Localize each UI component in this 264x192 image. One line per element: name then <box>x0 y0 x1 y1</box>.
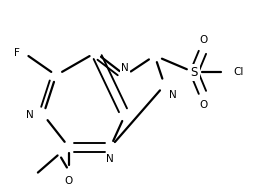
Text: N: N <box>169 90 177 100</box>
Text: O: O <box>200 35 208 45</box>
Text: Cl: Cl <box>234 67 244 77</box>
Text: N: N <box>106 154 114 164</box>
Text: O: O <box>200 100 208 110</box>
Text: S: S <box>190 66 198 79</box>
Text: O: O <box>65 176 73 186</box>
Text: N: N <box>121 63 129 73</box>
Text: N: N <box>26 110 34 120</box>
Text: F: F <box>14 48 20 58</box>
